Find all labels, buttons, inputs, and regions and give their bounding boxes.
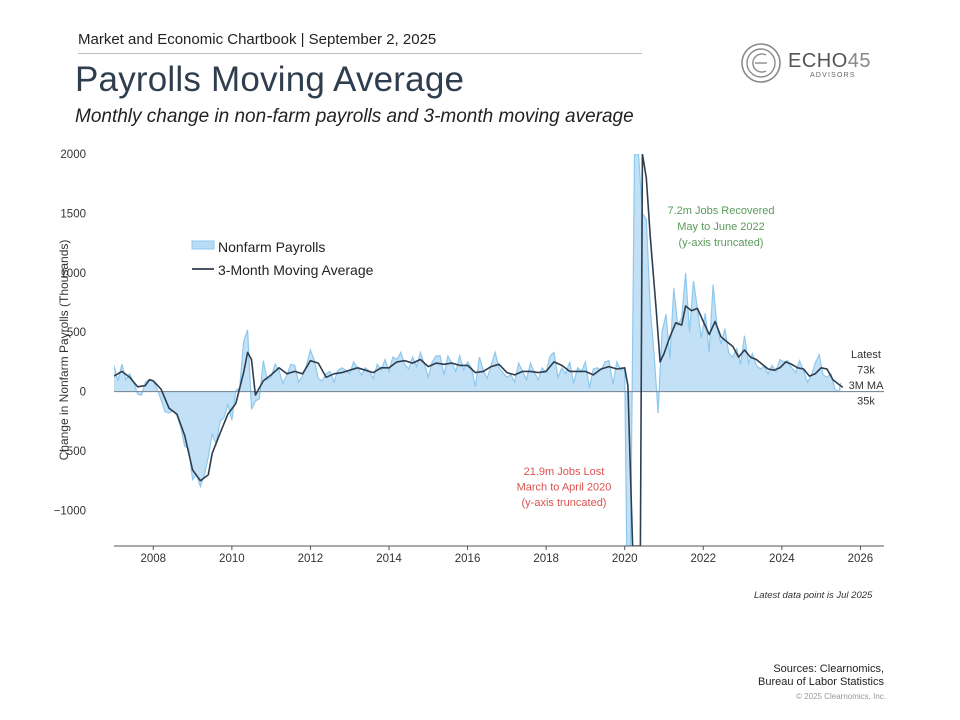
x-tick-label: 2012 <box>298 553 324 565</box>
moving-average-line <box>114 154 844 546</box>
chartbook-header: Market and Economic Chartbook | Septembe… <box>78 31 437 48</box>
x-tick-label: 2022 <box>690 553 716 565</box>
latest-value-label: 73k <box>857 365 875 377</box>
y-tick-label: 0 <box>80 387 86 399</box>
copyright: © 2025 Clearnomics, Inc. <box>796 692 886 701</box>
annotation-jobs-lost: (y-axis truncated) <box>522 497 607 509</box>
x-tick-label: 2010 <box>219 553 245 565</box>
annotation-jobs-lost: March to April 2020 <box>517 482 612 494</box>
latest-value-label: Latest <box>851 349 881 361</box>
x-tick-label: 2026 <box>848 553 874 565</box>
x-tick-label: 2018 <box>533 553 559 565</box>
payrolls-area <box>114 154 841 546</box>
y-tick-label: −500 <box>60 446 86 458</box>
annotation-jobs-lost: 21.9m Jobs Lost <box>524 466 605 478</box>
y-tick-label: 1000 <box>60 268 86 280</box>
logo-subtitle: ADVISORS <box>810 72 856 79</box>
x-tick-label: 2016 <box>455 553 481 565</box>
legend-label-payrolls: Nonfarm Payrolls <box>218 239 325 255</box>
x-tick-label: 2024 <box>769 553 795 565</box>
page-title: Payrolls Moving Average <box>75 60 465 99</box>
sources-line-1: Sources: Clearnomics, <box>773 663 884 675</box>
y-tick-label: 1500 <box>60 208 86 220</box>
payrolls-line <box>114 154 842 546</box>
latest-value-label: 3M MA <box>849 380 885 392</box>
annotation-jobs-recovered: 7.2m Jobs Recovered <box>668 205 775 217</box>
page-subtitle: Monthly change in non-farm payrolls and … <box>75 106 634 127</box>
header-divider <box>78 53 642 54</box>
echo45-logo: ECHO45 ADVISORS <box>740 42 871 84</box>
annotation-jobs-recovered: (y-axis truncated) <box>679 237 764 249</box>
x-tick-label: 2020 <box>612 553 638 565</box>
x-tick-label: 2014 <box>376 553 402 565</box>
latest-value-label: 35k <box>857 396 875 408</box>
logo-number: 45 <box>847 50 872 72</box>
annotation-jobs-recovered: May to June 2022 <box>677 221 764 233</box>
sources: Sources: Clearnomics, Bureau of Labor St… <box>758 663 884 689</box>
legend-swatch-payrolls <box>191 240 215 250</box>
y-tick-label: 500 <box>67 327 86 339</box>
y-tick-label: −1000 <box>54 505 86 517</box>
logo-name: ECHO <box>788 50 848 72</box>
y-axis-label: Change in Nonfarm Payrolls (Thousands) <box>57 240 71 461</box>
x-tick-label: 2008 <box>140 553 166 565</box>
sources-line-2: Bureau of Labor Statistics <box>758 676 884 688</box>
echo45-circles-icon <box>741 43 781 83</box>
latest-data-note: Latest data point is Jul 2025 <box>754 590 873 601</box>
legend-label-ma: 3-Month Moving Average <box>218 262 374 278</box>
logo-wordmark: ECHO45 <box>788 50 871 73</box>
y-tick-label: 2000 <box>60 149 86 161</box>
